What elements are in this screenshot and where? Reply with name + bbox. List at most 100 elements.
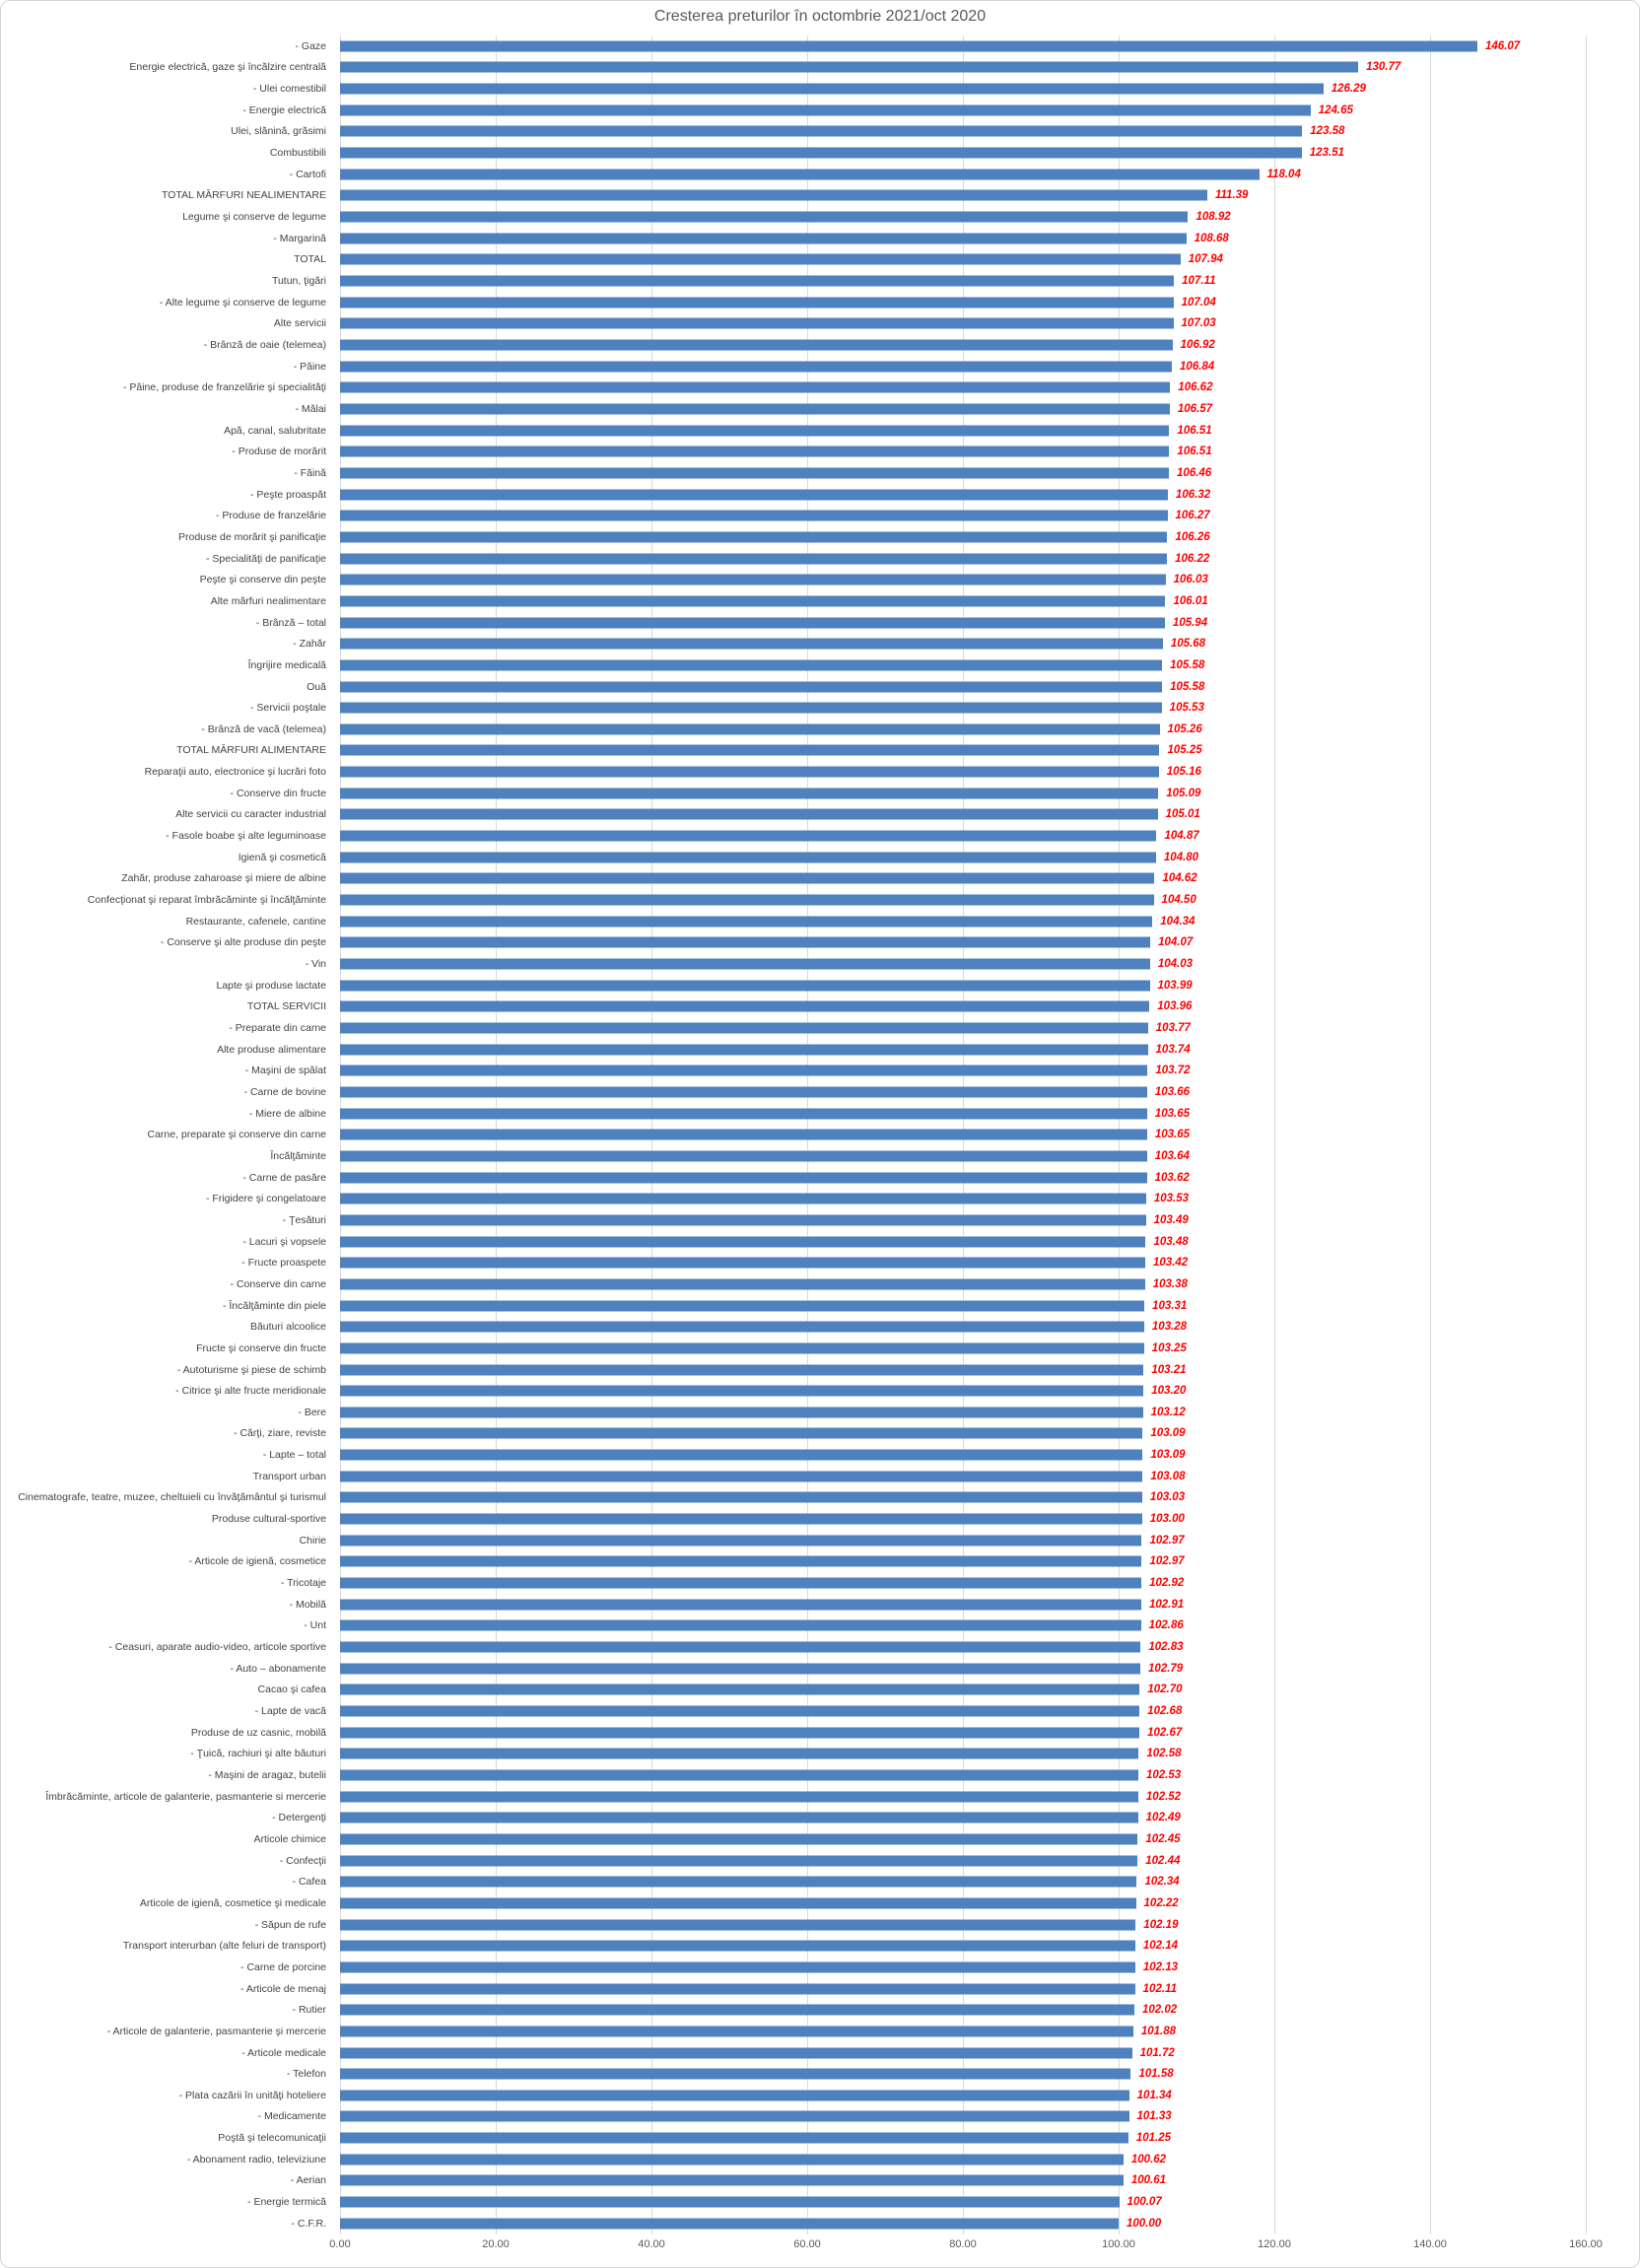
x-axis-tick-label: 140.00 — [1413, 2238, 1447, 2250]
value-label: 103.20 — [1151, 1385, 1187, 1398]
category-label: - Gaze — [295, 39, 326, 52]
category-label: Cacao şi cafea — [257, 1684, 326, 1696]
category-label: - Articole de igienă, cosmetice — [188, 1555, 326, 1568]
bar-row: - Unt 102.86 — [1, 1615, 1639, 1637]
category-label: - Cafea — [292, 1876, 326, 1889]
value-label: 102.97 — [1149, 1534, 1185, 1546]
category-label: - Margarină — [273, 232, 326, 244]
bar-row: - Preparate din carne 103.77 — [1, 1017, 1639, 1039]
x-axis-tick-label: 20.00 — [482, 2238, 510, 2250]
value-label: 106.32 — [1175, 488, 1211, 501]
category-label: - Aerian — [290, 2174, 326, 2187]
bar — [340, 1022, 1148, 1034]
category-label: - Energie termică — [247, 2196, 326, 2209]
value-label: 102.34 — [1144, 1876, 1180, 1889]
bar — [340, 125, 1303, 137]
bar-row: - Lacuri şi vopsele 103.48 — [1, 1231, 1639, 1253]
bar-row: - Brânză de vacă (telemea) 105.26 — [1, 719, 1639, 740]
value-label: 103.28 — [1151, 1321, 1188, 1334]
bar — [340, 808, 1158, 820]
bar — [340, 553, 1168, 565]
bar — [340, 339, 1173, 351]
value-label: 124.65 — [1318, 103, 1353, 116]
category-label: Peşte şi conserve din peşte — [199, 574, 326, 586]
category-label: - Carne de pasăre — [242, 1171, 326, 1184]
category-label: Alte mărfuri nealimentare — [210, 594, 326, 607]
bar — [340, 189, 1207, 201]
bar — [340, 1812, 1138, 1823]
value-label: 101.88 — [1140, 2025, 1177, 2037]
category-label: - Mobilă — [289, 1598, 326, 1611]
category-label: Îngrijire medicală — [247, 658, 326, 671]
bar — [340, 1150, 1147, 1162]
bar-row: - Brânză – total 105.94 — [1, 612, 1639, 634]
bar — [340, 1214, 1146, 1226]
bar-row: - Mobilă 102.91 — [1, 1594, 1639, 1615]
value-label: 105.53 — [1169, 702, 1204, 715]
bar-row: TOTAL 107.94 — [1, 249, 1639, 271]
bar-row: - Cărţi, ziare, reviste 103.09 — [1, 1423, 1639, 1445]
category-label: Articole de igienă, cosmetice şi medical… — [139, 1896, 326, 1909]
bar — [340, 2026, 1133, 2037]
value-label: 103.72 — [1155, 1065, 1191, 1077]
value-label: 105.25 — [1167, 744, 1202, 757]
value-label: 102.52 — [1145, 1790, 1182, 1803]
bar — [340, 2004, 1134, 2016]
bar-row: Confecţionat şi reparat îmbrăcăminte şi … — [1, 889, 1639, 911]
x-axis-tick-label: 60.00 — [793, 2238, 821, 2250]
bar — [340, 83, 1324, 95]
bar-row: Restaurante, cafenele, cantine 104.34 — [1, 911, 1639, 932]
category-label: - Încălţăminte din piele — [222, 1299, 326, 1312]
value-label: 106.46 — [1177, 466, 1212, 479]
value-label: 102.83 — [1148, 1641, 1184, 1654]
bar — [340, 830, 1157, 842]
bar — [340, 425, 1170, 437]
value-label: 106.01 — [1173, 594, 1208, 607]
category-label: - Servicii poştale — [249, 702, 326, 715]
category-label: - Carne de bovine — [243, 1085, 326, 1098]
value-label: 106.51 — [1177, 446, 1212, 458]
category-label: - Fasole boabe şi alte leguminoase — [166, 830, 326, 843]
value-label: 105.68 — [1170, 638, 1206, 651]
bar-row: - Încălţăminte din piele 103.31 — [1, 1295, 1639, 1317]
category-label: Cinematografe, teatre, muzee, cheltuieli… — [18, 1491, 326, 1504]
bar-row: - Produse de morărit 106.51 — [1, 441, 1639, 462]
value-label: 104.87 — [1164, 830, 1199, 843]
category-label: - Frigidere şi congelatoare — [206, 1193, 326, 1205]
bar-row: - Vin 104.03 — [1, 953, 1639, 975]
category-label: Produse de uz casnic, mobilă — [190, 1726, 326, 1739]
x-axis-tick-label: 0.00 — [329, 2238, 351, 2250]
category-label: - Confecţii — [279, 1854, 326, 1867]
bar — [340, 1449, 1143, 1461]
category-label: - Miere de albine — [248, 1107, 326, 1120]
value-label: 105.26 — [1167, 722, 1202, 735]
bar — [340, 1513, 1142, 1525]
value-label: 103.42 — [1153, 1257, 1189, 1270]
category-label: Lapte şi produse lactate — [216, 979, 327, 992]
value-label: 104.03 — [1157, 958, 1194, 971]
bar — [340, 1961, 1135, 1973]
value-label: 103.77 — [1155, 1022, 1191, 1035]
bar-row: - Servicii poştale 105.53 — [1, 697, 1639, 719]
category-label: - Articole medicale — [241, 2046, 326, 2059]
value-label: 130.77 — [1366, 61, 1401, 74]
bar-row: - Cafea 102.34 — [1, 1871, 1639, 1892]
category-label: Legume şi conserve de legume — [182, 211, 326, 224]
value-label: 101.72 — [1139, 2046, 1175, 2059]
bar — [340, 595, 1166, 607]
value-label: 105.58 — [1170, 680, 1205, 693]
value-label: 102.11 — [1142, 1982, 1177, 1995]
bar-row: - Făină 106.46 — [1, 462, 1639, 484]
bar — [340, 1172, 1147, 1184]
bar — [340, 1065, 1148, 1076]
category-label: - Făină — [294, 466, 326, 479]
value-label: 102.22 — [1143, 1896, 1179, 1909]
bar-row: Articole de igienă, cosmetice şi medical… — [1, 1892, 1639, 1914]
bar-row: - C.F.R. 100.00 — [1, 2213, 1639, 2234]
bar — [340, 1491, 1142, 1503]
bar-row: Alte servicii 107.03 — [1, 313, 1639, 335]
bar — [340, 61, 1359, 73]
value-label: 106.92 — [1180, 339, 1215, 352]
category-label: - Ulei comestibil — [252, 83, 326, 96]
